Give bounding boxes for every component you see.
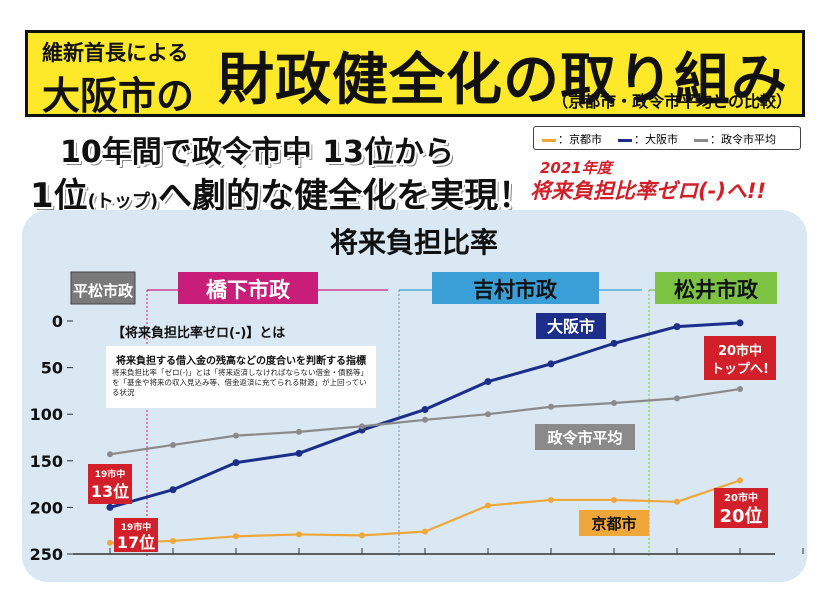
legend-swatch-kyoto [542, 138, 556, 142]
legend-label-osaka: ：大阪市 [634, 133, 678, 146]
badge-rank17-value: 17位 [117, 533, 155, 552]
data-point [233, 533, 239, 540]
badge-rank20 [714, 488, 768, 528]
era-label-hashimoto: 橋下市政 [206, 278, 291, 302]
data-point [485, 502, 491, 509]
headline-rank-note: (トップ) [87, 191, 159, 212]
data-point [359, 423, 365, 430]
legend-item-kyoto: ：京都市 [542, 131, 602, 147]
chart-series [106, 319, 744, 546]
data-point [295, 449, 303, 457]
data-point [737, 386, 743, 393]
data-point [736, 319, 744, 327]
data-point [611, 400, 617, 407]
badge-top-line2: トップへ! [711, 362, 769, 377]
data-point [421, 406, 429, 414]
y-tick-label: 0 [52, 312, 63, 331]
note-title: 【将来負担比率ゼロ(-)】とは [112, 326, 286, 341]
chart-title: 将来負担比率 [330, 226, 498, 259]
data-point [169, 486, 177, 494]
banner-city: 大阪市の [42, 74, 195, 118]
headline-line1: 10年間で政令市中 13位から [60, 135, 454, 170]
label-avg: 政令市平均 [547, 429, 622, 447]
era-tag-yoshimura [432, 272, 599, 304]
note-box [106, 346, 376, 408]
banner-comparison: （京都市・政令市平均との比較） [552, 92, 792, 111]
era-tag-hiramatsu [70, 271, 136, 305]
badge-top [704, 336, 776, 380]
data-point [422, 528, 428, 535]
note-definition: 将来負担する借入金の残高などの度合いを判断する指標 [116, 356, 366, 367]
data-point [673, 323, 681, 331]
y-tick-label: 100 [30, 405, 63, 424]
data-point [611, 496, 617, 503]
badge-top-line1: 20市中 [718, 343, 762, 359]
banner-title: 財政健全化の取り組み [218, 48, 788, 113]
headline-achievement: へ劇的な健全化を実現！ [158, 176, 533, 216]
legend-swatch-osaka [618, 138, 632, 142]
data-point [610, 339, 618, 347]
chart-axes: 0 50 100 150 200 250 [30, 312, 804, 564]
data-point [107, 539, 113, 546]
data-point [737, 477, 743, 484]
data-point [233, 432, 239, 439]
badge-rank13-value: 13位 [91, 482, 129, 501]
callout-goal: 将来負担比率ゼロ(-)へ!! [530, 179, 767, 203]
legend-swatch-avg [694, 138, 708, 142]
data-point [107, 451, 113, 458]
data-point [296, 428, 302, 435]
badge-rank17 [114, 518, 158, 552]
data-point [232, 459, 240, 467]
callout-year: 2021年度 [540, 159, 612, 177]
label-avg-box [535, 424, 635, 450]
data-point [674, 395, 680, 402]
badge-rank13-small: 19市中 [95, 468, 126, 480]
note-explanation: 将来負担比率「ゼロ(-)」とは「将来返済しなければならない借金・債務等」を「基金… [112, 368, 369, 397]
era-label-matsui: 松井市政 [674, 278, 759, 302]
headline-rank: 1位 [30, 176, 88, 216]
banner-subtitle: 維新首長による [42, 41, 189, 65]
era-label-yoshimura: 吉村市政 [473, 278, 558, 302]
chart-legend: ：京都市 ：大阪市 ：政令市平均 [533, 126, 801, 150]
legend-label-kyoto: ：京都市 [558, 133, 602, 146]
title-banner: 維新首長による 大阪市の 財政健全化の取り組み （京都市・政令市平均との比較） [25, 30, 805, 118]
data-point [296, 531, 302, 538]
label-kyoto-box [579, 510, 649, 536]
data-point [170, 537, 176, 544]
y-tick-label: 200 [30, 498, 63, 517]
era-tag-matsui [655, 272, 777, 304]
legend-item-osaka: ：大阪市 [618, 131, 678, 147]
badge-rank13 [88, 464, 132, 504]
data-point [548, 496, 554, 503]
legend-label-avg: ：政令市平均 [710, 133, 776, 146]
badge-rank17-small: 19市中 [121, 521, 152, 533]
y-tick-label: 150 [30, 452, 63, 471]
badge-rank20-small: 20市中 [724, 491, 758, 504]
y-tick-label: 250 [30, 545, 63, 564]
era-tag-hashimoto [178, 272, 318, 304]
data-point [485, 411, 491, 418]
badge-rank20-value: 20位 [719, 505, 762, 527]
headline-line2: 1位(トップ)へ劇的な健全化を実現！ [30, 168, 532, 217]
data-point [359, 532, 365, 539]
label-osaka-box [536, 313, 606, 339]
legend-item-avg: ：政令市平均 [694, 131, 776, 147]
data-point [547, 360, 555, 368]
data-point [422, 416, 428, 423]
data-point [484, 378, 492, 386]
label-kyoto: 京都市 [591, 515, 636, 533]
data-point [170, 441, 176, 448]
data-point [548, 403, 554, 410]
label-osaka: 大阪市 [547, 317, 595, 336]
era-label-hiramatsu: 平松市政 [73, 282, 134, 300]
data-point [674, 498, 680, 505]
data-point [106, 503, 114, 511]
y-tick-label: 50 [41, 359, 63, 378]
